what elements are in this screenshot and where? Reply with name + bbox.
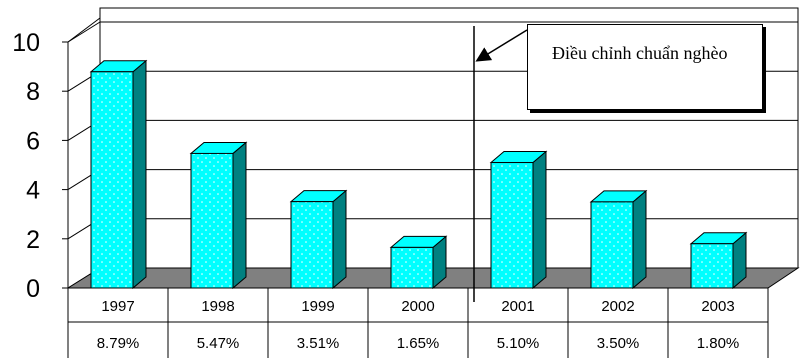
value-label: 3.50% [597,335,640,352]
gridline-side [67,21,101,43]
bar-1998 [190,152,234,289]
y-axis: 0 2 4 6 8 10 [12,29,69,303]
bar-2002 [590,201,634,289]
bar-side-2002 [632,189,647,290]
bar-1999 [290,201,334,289]
bar-side-1997 [132,59,147,290]
bars [89,59,748,290]
category-label: 2003 [701,298,734,315]
value-label: 5.10% [497,335,540,352]
bar-2003 [690,243,734,289]
annotation-marker [473,26,528,302]
bar-1997 [90,71,134,289]
y-tick-label: 6 [26,127,40,155]
y-tick-label: 8 [26,78,40,106]
y-tick-label: 10 [12,29,40,57]
callout-arrow [475,29,528,62]
bar-side-1999 [332,189,347,290]
category-label: 1998 [201,298,234,315]
y-tick-label: 4 [26,177,40,205]
category-label: 2002 [601,298,634,315]
value-label: 1.65% [397,335,440,352]
y-tick-label: 0 [26,275,40,303]
data-table: 1997 8.79% 1998 5.47% 1999 3.51% 2000 1.65% 2001… [67,288,769,358]
y-tick-label: 2 [26,226,40,254]
bar-2001 [490,162,534,289]
value-label: 8.79% [97,335,140,352]
value-label: 5.47% [197,335,240,352]
category-label: 2001 [501,298,534,315]
bar-side-2001 [532,150,547,290]
annotation-callout: Điều chỉnh chuẩn nghèo [527,24,763,110]
bar-side-1998 [232,141,247,290]
annotation-text: Điều chỉnh chuẩn nghèo [552,43,728,63]
category-label: 1997 [101,298,134,315]
side-wall-top-edge [67,17,101,43]
category-label: 2000 [401,298,434,315]
bar-2000 [390,246,434,289]
value-label: 1.80% [697,335,740,352]
category-label: 1999 [301,298,334,315]
value-label: 3.51% [297,335,340,352]
